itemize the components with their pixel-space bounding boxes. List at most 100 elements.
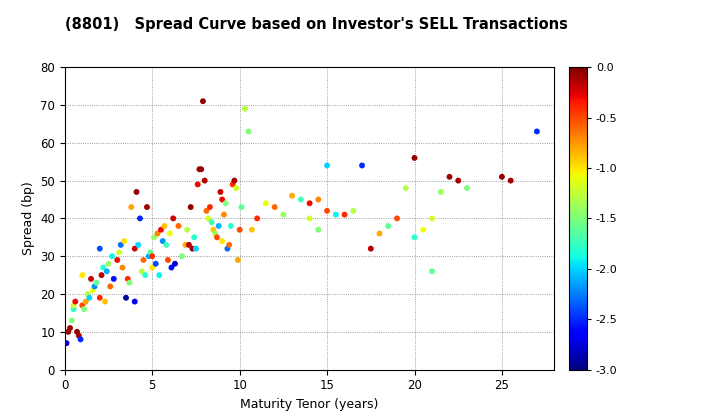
Point <box>104 283 116 290</box>
Point <box>235 204 247 210</box>
Point <box>76 272 88 278</box>
Point <box>162 257 174 263</box>
Point <box>199 177 210 184</box>
Point <box>382 223 394 229</box>
Point <box>152 230 163 237</box>
Point <box>400 185 412 192</box>
Point <box>505 177 516 184</box>
Point <box>99 298 111 305</box>
Point <box>176 253 188 260</box>
Point <box>531 128 543 135</box>
Point <box>210 230 221 237</box>
Point <box>78 306 90 312</box>
Point <box>146 264 158 271</box>
Point <box>356 162 368 169</box>
Point <box>201 207 212 214</box>
Point <box>232 257 243 263</box>
Point <box>496 173 508 180</box>
Point <box>64 325 76 331</box>
Point <box>186 245 198 252</box>
Point <box>230 185 242 192</box>
Point <box>91 279 102 286</box>
Point <box>462 185 473 192</box>
Point <box>94 294 106 301</box>
Point <box>260 200 271 207</box>
Point <box>374 230 385 237</box>
Point <box>146 253 158 260</box>
Point <box>217 196 228 203</box>
Point <box>217 238 228 244</box>
Point <box>85 276 96 282</box>
Point <box>185 204 197 210</box>
Point <box>227 181 238 188</box>
Point <box>156 226 167 233</box>
Point <box>312 196 324 203</box>
Point <box>108 276 120 282</box>
Point <box>391 215 402 222</box>
Point <box>101 268 112 275</box>
Point <box>94 245 106 252</box>
Point <box>202 215 214 222</box>
Point <box>166 264 177 271</box>
Point <box>220 200 231 207</box>
Point <box>225 223 237 229</box>
Point <box>173 223 184 229</box>
Point <box>181 226 193 233</box>
Point <box>140 272 151 278</box>
Point <box>204 204 216 210</box>
Point <box>234 226 246 233</box>
Point <box>321 207 333 214</box>
Point <box>113 249 125 256</box>
Point <box>117 264 128 271</box>
Point <box>218 211 230 218</box>
Point <box>87 287 99 294</box>
Point <box>190 245 202 252</box>
Point <box>246 226 258 233</box>
Point <box>180 241 192 248</box>
Point <box>348 207 359 214</box>
Point <box>124 279 135 286</box>
Point <box>138 257 149 263</box>
Point <box>73 332 84 339</box>
Point <box>169 260 181 267</box>
Point <box>223 241 235 248</box>
Point <box>189 234 200 241</box>
Point <box>161 241 172 248</box>
X-axis label: Maturity Tenor (years): Maturity Tenor (years) <box>240 398 379 411</box>
Point <box>70 298 81 305</box>
Point <box>229 177 240 184</box>
Point <box>97 264 109 271</box>
Point <box>207 226 219 233</box>
Point <box>71 328 83 335</box>
Point <box>183 241 194 248</box>
Point <box>75 336 86 343</box>
Point <box>409 155 420 161</box>
Point <box>330 211 341 218</box>
Point <box>76 302 88 309</box>
Point <box>239 105 251 112</box>
Point <box>287 192 298 199</box>
Point <box>444 173 455 180</box>
Point <box>164 230 176 237</box>
Point <box>339 211 351 218</box>
Point <box>141 204 153 210</box>
Point <box>278 211 289 218</box>
Point <box>426 215 438 222</box>
Point <box>321 162 333 169</box>
Point <box>134 215 145 222</box>
Point <box>269 204 280 210</box>
Point <box>63 328 74 335</box>
Point <box>153 272 165 278</box>
Point <box>365 245 377 252</box>
Point <box>213 223 225 229</box>
Point <box>68 306 79 312</box>
Point <box>251 215 263 222</box>
Point <box>304 200 315 207</box>
Point <box>80 298 91 305</box>
Point <box>304 215 315 222</box>
Point <box>120 294 132 301</box>
Point <box>206 219 217 226</box>
Point <box>168 215 179 222</box>
Point <box>222 245 233 252</box>
Point <box>96 272 107 278</box>
